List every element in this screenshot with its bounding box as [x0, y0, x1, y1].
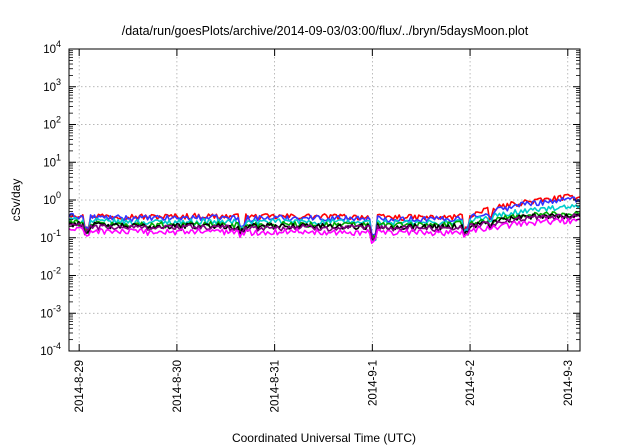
y-tick-label: 100: [43, 190, 61, 207]
grid: [69, 49, 580, 351]
y-tick-label: 10-2: [40, 266, 61, 283]
series-line: [68, 213, 581, 241]
y-tick-label: 10-1: [40, 228, 61, 245]
series-line: [68, 217, 581, 244]
x-tick-label: 2014-8-30: [172, 360, 184, 412]
axis-ticks: 10-4 10-3 10-2 10-1 100 101 102 103 104 2014-8-29…: [40, 39, 580, 412]
series-line: [68, 204, 581, 242]
chart-title: /data/run/goesPlots/archive/2014-09-03/0…: [122, 24, 529, 38]
y-tick-label: 103: [43, 77, 61, 94]
series-line: [68, 193, 581, 238]
x-tick-label: 2014-9-1: [367, 360, 379, 406]
y-tick-label: 102: [43, 115, 61, 132]
series-group: [68, 193, 581, 244]
series-line: [68, 213, 581, 242]
y-tick-label: 101: [43, 152, 61, 169]
series-line: [68, 196, 581, 236]
y-tick-label: 104: [43, 39, 61, 56]
y-tick-label: 10-3: [40, 303, 61, 320]
x-tick-label: 2014-9-3: [563, 360, 575, 406]
y-tick-label: 10-4: [40, 341, 61, 358]
x-tick-label: 2014-9-2: [465, 360, 477, 406]
y-axis-label: cSv/day: [9, 179, 23, 222]
x-tick-label: 2014-8-29: [74, 360, 86, 412]
x-tick-label: 2014-8-31: [270, 360, 282, 412]
x-axis-label: Coordinated Universal Time (UTC): [232, 431, 416, 445]
